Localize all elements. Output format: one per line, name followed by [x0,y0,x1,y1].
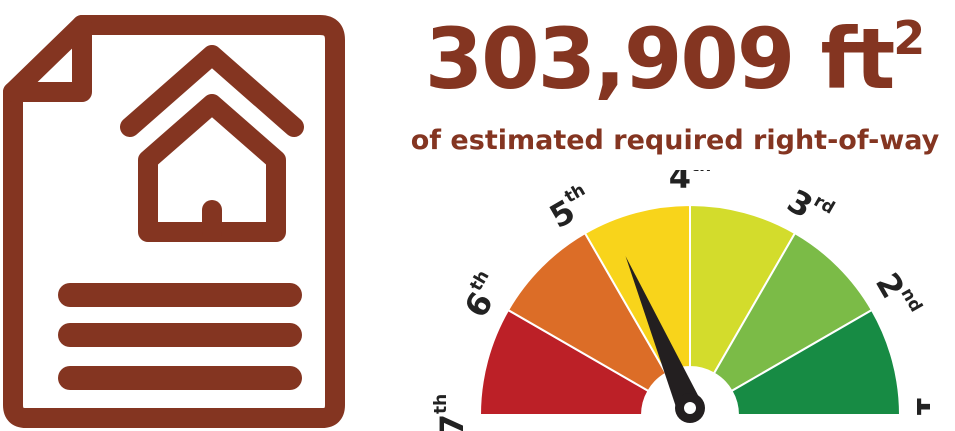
gauge-segment-5 [712,231,874,393]
document-house-icon [3,15,345,428]
rank-label-6: 6th [455,267,511,324]
rank-label-2: 2nd [868,265,926,325]
gauge-needle [625,256,702,414]
value-superscript: 2 [893,11,926,65]
gauge-segment-1 [478,308,650,416]
area-caption: of estimated required right-of-way [410,125,940,156]
gauge-segment-4 [689,203,797,375]
rank-label-4: 4th [669,170,712,196]
rank-label-7: 7th [431,394,471,431]
gauge-hub-center [684,402,696,414]
rank-label-3: 3rd [781,180,838,236]
rank-gauge: 7th 6th 5th 4th 3rd 2nd 1st [431,170,930,431]
rank-label-5: 5th [542,180,599,236]
rank-label-1: 1st [909,395,930,431]
gauge-segment-6 [730,308,902,416]
area-value: 303,909 ft2 [424,10,926,108]
gauge-segment-2 [506,231,668,393]
